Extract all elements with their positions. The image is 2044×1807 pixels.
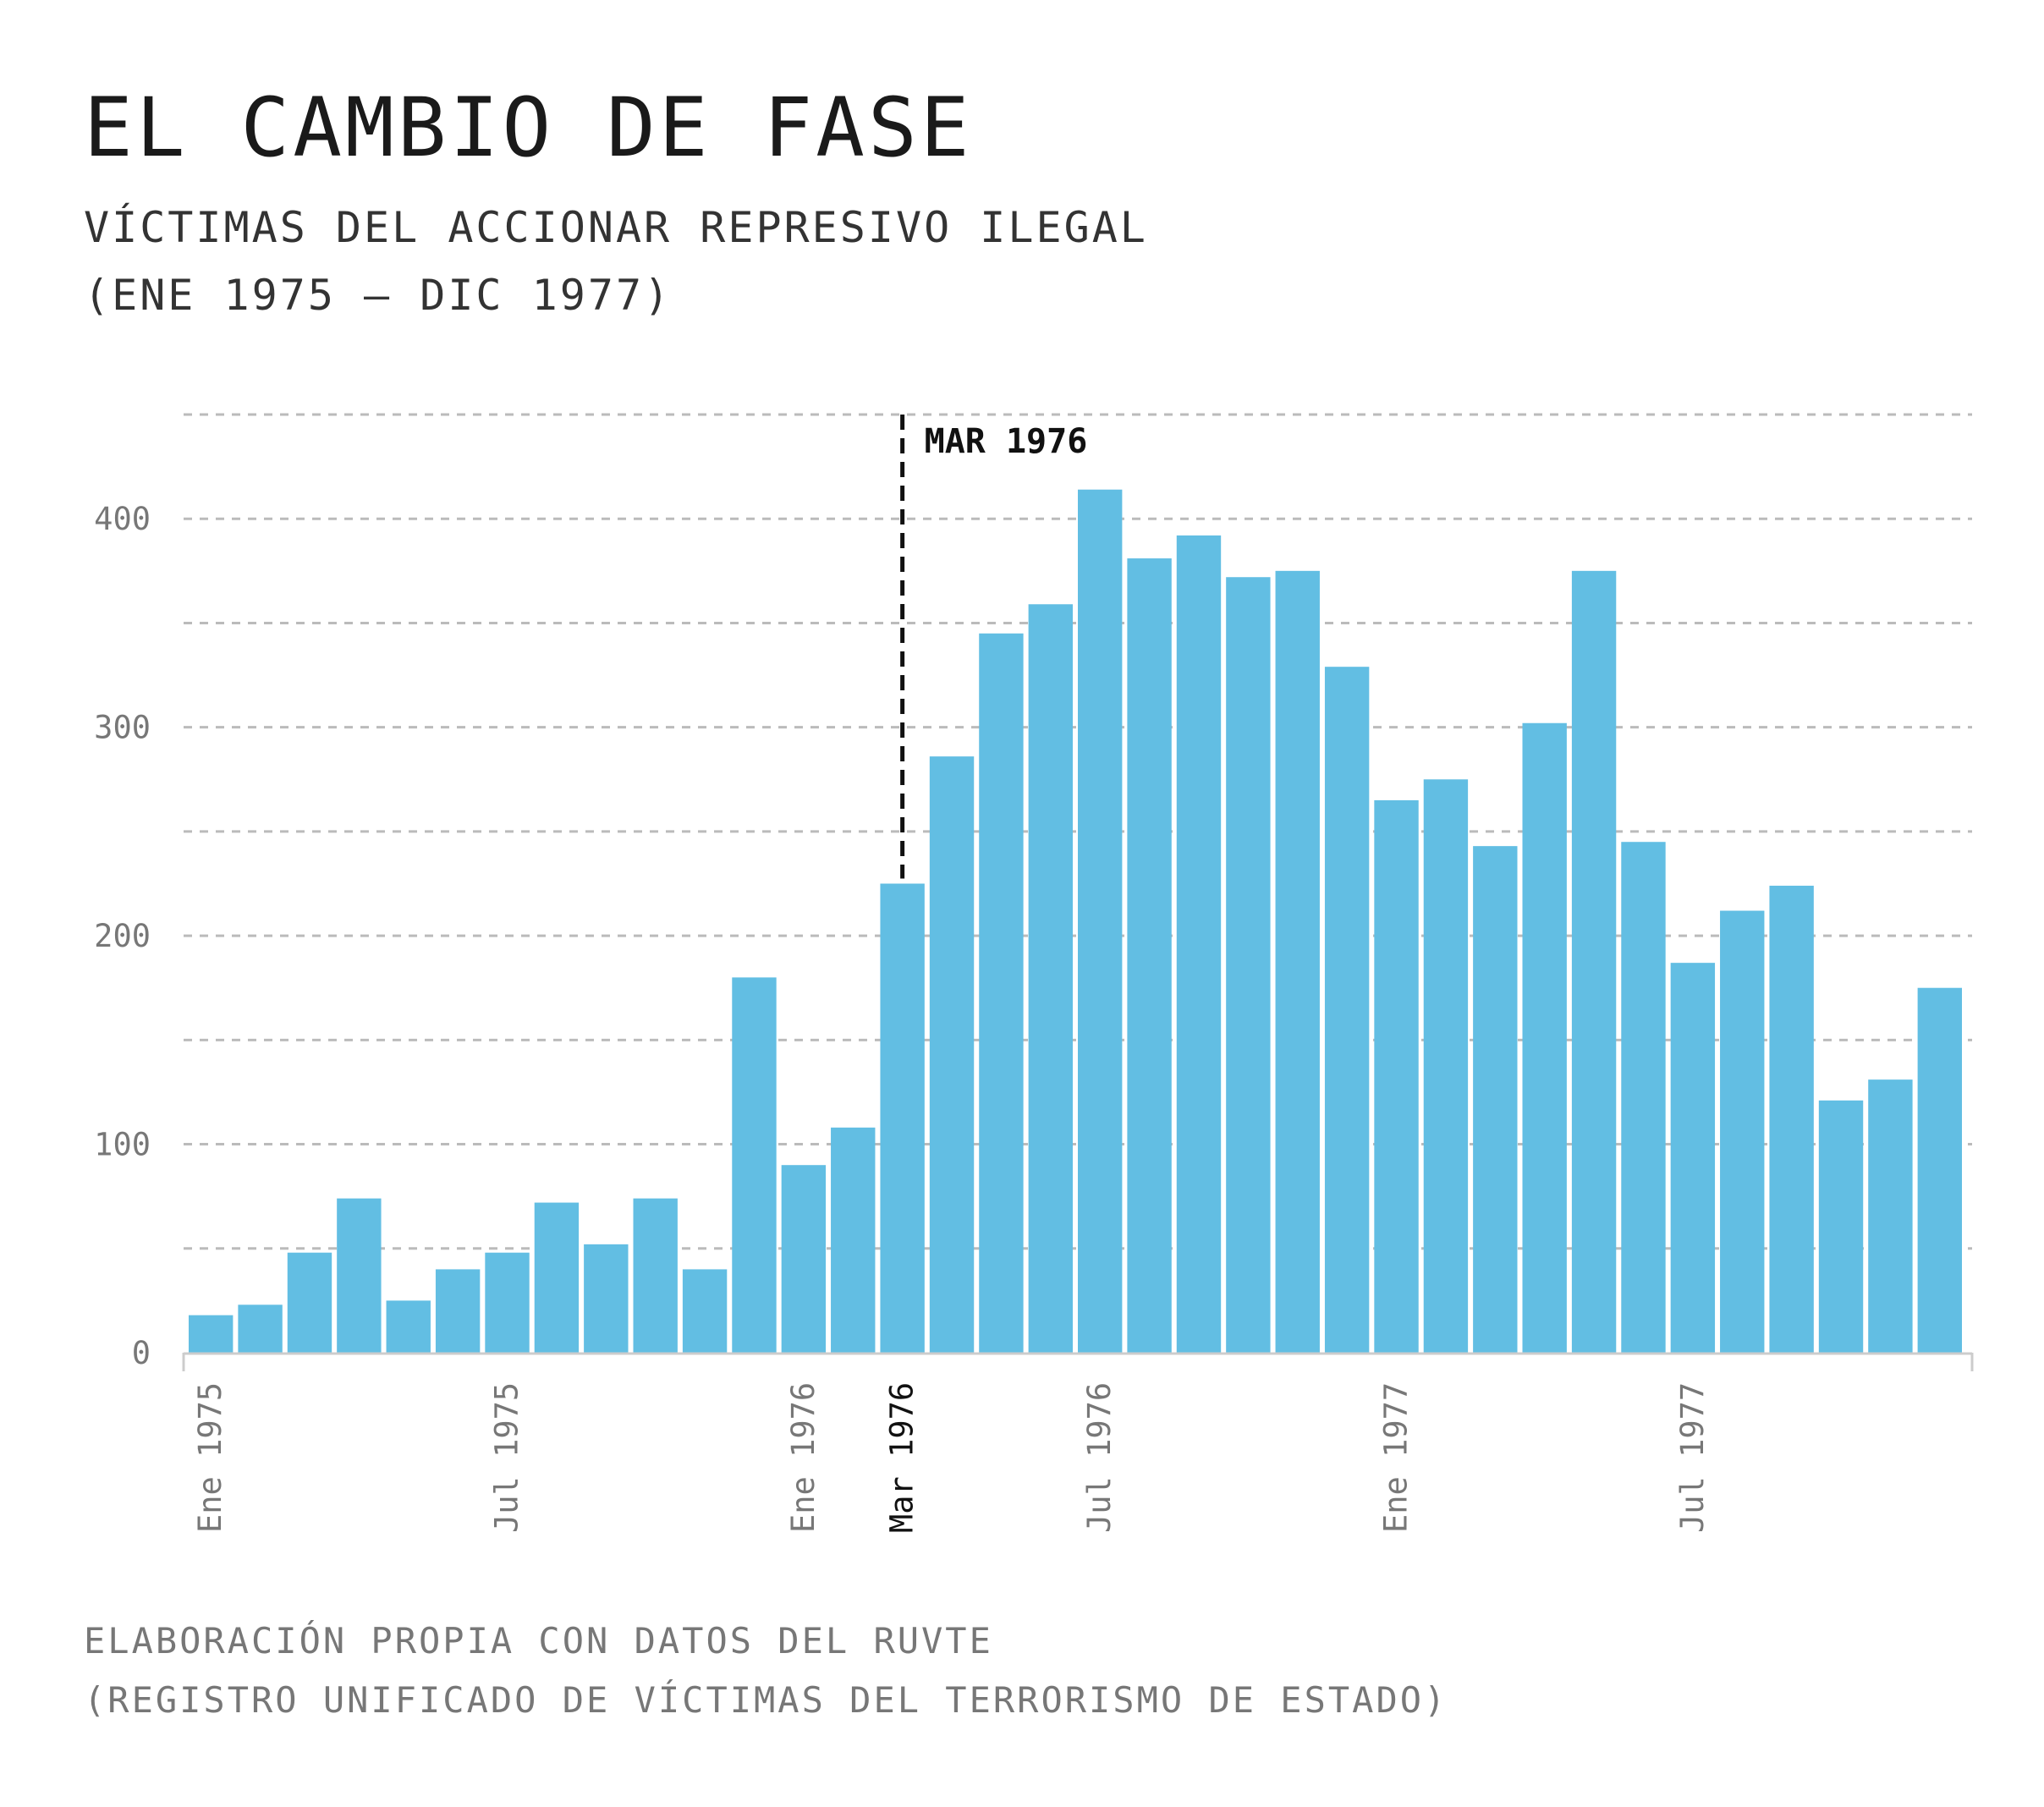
bar: [584, 1244, 629, 1353]
y-tick-label: 300: [94, 710, 151, 746]
chart-subtitle-range: (ENE 1975 – DIC 1977): [84, 271, 673, 320]
x-tick-label: Mar 1976: [884, 1382, 920, 1533]
bar: [386, 1300, 431, 1353]
y-tick-label: 400: [94, 501, 151, 537]
bar: [1324, 667, 1370, 1353]
y-tick-label: 200: [94, 918, 151, 954]
bar: [1868, 1079, 1913, 1353]
bar: [1621, 842, 1666, 1353]
bar: [534, 1202, 580, 1353]
x-tick-label: Ene 1976: [785, 1382, 821, 1533]
bar: [1423, 779, 1469, 1353]
bar: [1818, 1100, 1864, 1353]
x-tick-label: Ene 1975: [192, 1382, 228, 1533]
bar: [1670, 963, 1716, 1353]
bar: [1028, 604, 1073, 1353]
annotation-label: MAR 1976: [925, 422, 1088, 461]
bar: [189, 1315, 234, 1353]
bar: [781, 1165, 827, 1353]
bar: [979, 633, 1024, 1353]
x-tick-label: Jul 1977: [1674, 1382, 1711, 1533]
bar: [831, 1127, 876, 1353]
bar: [1275, 570, 1320, 1353]
bar: [1917, 987, 1962, 1353]
bar: [1473, 846, 1518, 1353]
bar: [1374, 799, 1419, 1353]
bar: [880, 883, 925, 1353]
bar: [633, 1198, 678, 1353]
bar: [929, 756, 975, 1353]
bar: [1127, 558, 1172, 1353]
x-tick-label: Jul 1976: [1081, 1382, 1118, 1533]
source-note-detail: (REGISTRO UNIFICADO DE VÍCTIMAS DEL TERR…: [84, 1679, 1448, 1721]
bar: [435, 1269, 481, 1353]
y-tick-label: 100: [94, 1127, 151, 1163]
bar: [1176, 535, 1222, 1353]
bar: [485, 1252, 530, 1353]
bar: [337, 1198, 382, 1353]
bar: [732, 977, 777, 1353]
chart-title: EL CAMBIO DE FASE: [84, 80, 973, 175]
chart-subtitle: VÍCTIMAS DEL ACCIONAR REPRESIVO ILEGAL: [84, 203, 1148, 252]
bar: [1226, 577, 1271, 1353]
bar: [1078, 489, 1123, 1353]
bar: [1571, 570, 1617, 1353]
bar: [287, 1252, 332, 1353]
bar: [1720, 910, 1765, 1353]
x-tick-label: Ene 1977: [1378, 1382, 1415, 1533]
bar: [238, 1304, 283, 1353]
bar: [1769, 885, 1814, 1353]
bar: [682, 1269, 728, 1353]
x-tick-label: Jul 1975: [489, 1382, 525, 1533]
y-tick-label: 0: [132, 1335, 151, 1371]
source-note: ELABORACIÓN PROPIA CON DATOS DEL RUVTE: [84, 1620, 993, 1661]
bar: [1522, 722, 1567, 1353]
